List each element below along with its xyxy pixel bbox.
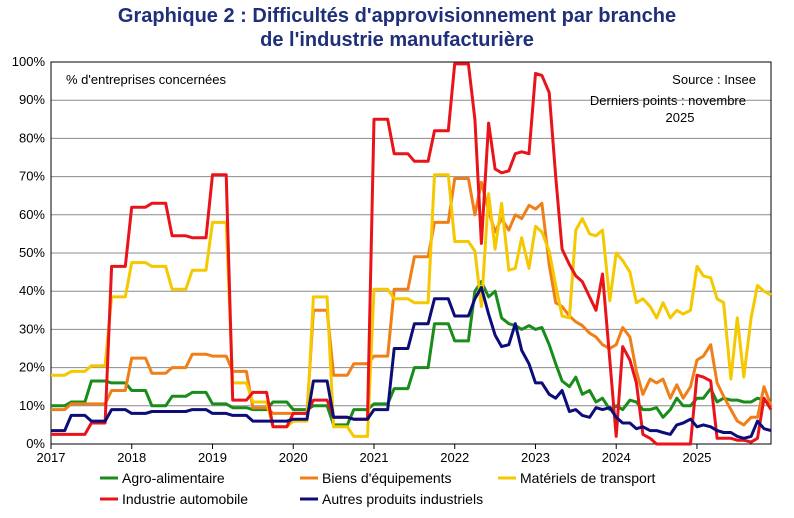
legend-label: Autres produits industriels xyxy=(322,491,483,507)
y-tick-label: 90% xyxy=(19,92,45,107)
chart-title-line2: de l'industrie manufacturière xyxy=(260,29,534,51)
y-tick-label: 40% xyxy=(19,283,45,298)
x-tick-label: 2023 xyxy=(521,450,550,465)
chart-title: Graphique 2 : Difficultés d'approvisionn… xyxy=(0,4,794,52)
series-line-autres-produits-industriels xyxy=(51,285,772,440)
y-tick-label: 50% xyxy=(19,245,45,260)
y-tick-label: 10% xyxy=(19,398,45,413)
legend-label: Agro-alimentaire xyxy=(122,470,225,486)
y-tick-label: 0% xyxy=(26,436,45,451)
series-line-materiels-de-transport xyxy=(51,173,772,438)
y-axis-label: % d'entreprises concernées xyxy=(66,72,227,87)
x-tick-label: 2021 xyxy=(360,450,389,465)
plot-frame xyxy=(50,61,772,445)
y-axis-ticks: 0% 10% 20% 30% 40% 50% 60% 70% 80% 90% 100% xyxy=(12,54,46,451)
series-line-biens-d-equipements xyxy=(51,177,773,427)
y-tick-label: 100% xyxy=(12,54,46,69)
x-tick-label: 2022 xyxy=(440,450,469,465)
series-lines xyxy=(51,62,773,446)
x-tick-label: 2017 xyxy=(37,450,66,465)
y-tick-label: 30% xyxy=(19,321,45,336)
last-points-note-line1: Derniers points : novembre xyxy=(590,93,746,108)
x-axis-ticks: 2017 2018 2019 2020 2021 2022 2023 2024 2025 xyxy=(37,444,711,465)
x-tick-label: 2024 xyxy=(602,450,631,465)
legend-label: Industrie automobile xyxy=(122,491,248,507)
x-tick-label: 2020 xyxy=(279,450,308,465)
chart-title-line1: Graphique 2 : Difficultés d'approvisionn… xyxy=(117,5,677,27)
y-tick-label: 70% xyxy=(19,169,45,184)
source-note: Source : Insee xyxy=(672,72,756,87)
x-tick-label: 2025 xyxy=(682,450,711,465)
x-tick-label: 2019 xyxy=(198,450,227,465)
y-tick-label: 60% xyxy=(19,207,45,222)
series-line-agro-alimentaire xyxy=(51,280,772,427)
series-line-industrie-automobile xyxy=(51,62,773,446)
grid-lines xyxy=(51,61,771,445)
legend-label: Biens d'équipements xyxy=(322,470,452,486)
legend: Agro-alimentaire Biens d'équipements Matér… xyxy=(100,470,656,507)
legend-label: Matériels de transport xyxy=(520,470,656,486)
y-tick-label: 20% xyxy=(19,360,45,375)
x-tick-label: 2018 xyxy=(117,450,146,465)
y-tick-label: 80% xyxy=(19,130,45,145)
last-points-note-line2: 2025 xyxy=(666,110,695,125)
